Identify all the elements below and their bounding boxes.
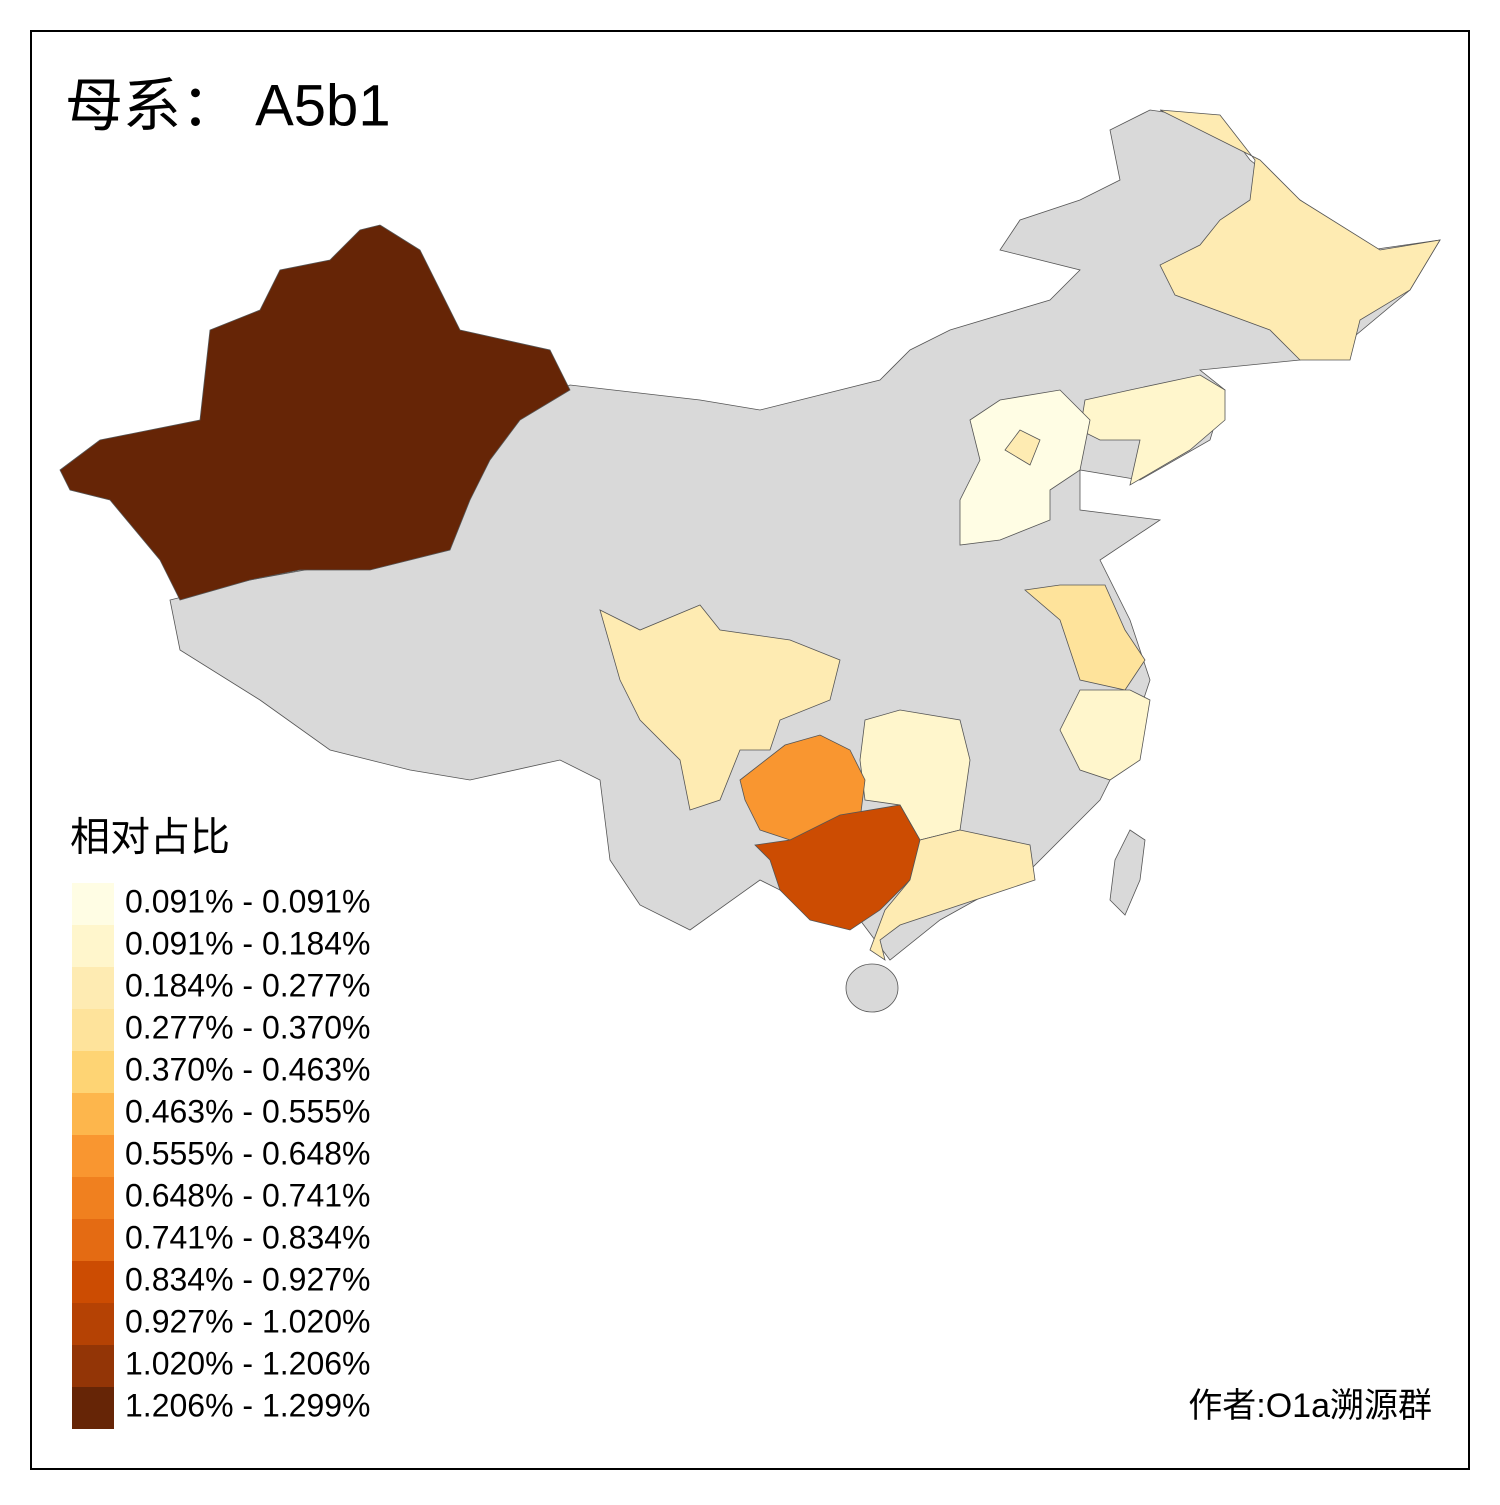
legend-swatch [72,925,114,967]
legend-swatch [72,1051,114,1093]
author: 作者:O1a溯源群 [1188,1387,1432,1425]
legend-label: 1.206% - 1.299% [125,1387,371,1423]
region [959,389,1091,546]
region [1004,429,1041,466]
region [869,829,1036,961]
legend-swatch [72,1387,114,1429]
legend-swatch [72,1093,114,1135]
title: 母系： A5b1 [65,73,391,138]
legend-label: 0.834% - 0.927% [125,1261,371,1297]
legend-label: 0.555% - 0.648% [125,1135,371,1171]
region [59,224,571,601]
legend-swatch [72,1135,114,1177]
legend-label: 0.184% - 0.277% [125,967,371,1003]
region [1109,829,1146,916]
region [754,804,921,931]
region [1079,374,1226,486]
legend-label: 1.020% - 1.206% [125,1345,371,1381]
legend-label: 0.277% - 0.370% [125,1009,371,1045]
legend-title: 相对占比 [70,816,230,860]
legend-swatch [72,967,114,1009]
region [599,604,841,811]
legend-swatch [72,1303,114,1345]
legend: 0.091% - 0.091% 0.091% - 0.184% 0.184% - 0… [72,883,371,1429]
map [59,109,1441,1013]
legend-label: 0.463% - 0.555% [125,1093,371,1129]
legend-label: 0.927% - 1.020% [125,1303,371,1339]
region [845,963,899,1013]
legend-swatch [72,1009,114,1051]
legend-label: 0.741% - 0.834% [125,1219,371,1255]
legend-label: 0.648% - 0.741% [125,1177,371,1213]
legend-label: 0.091% - 0.091% [125,883,371,919]
legend-swatch [72,1345,114,1387]
legend-swatch [72,1261,114,1303]
legend-label: 0.091% - 0.184% [125,925,371,961]
region [1024,584,1146,691]
legend-label: 0.370% - 0.463% [125,1051,371,1087]
legend-swatch [72,1219,114,1261]
legend-swatch [72,1177,114,1219]
region [1059,689,1151,781]
region [1159,109,1441,361]
legend-swatch [72,883,114,925]
